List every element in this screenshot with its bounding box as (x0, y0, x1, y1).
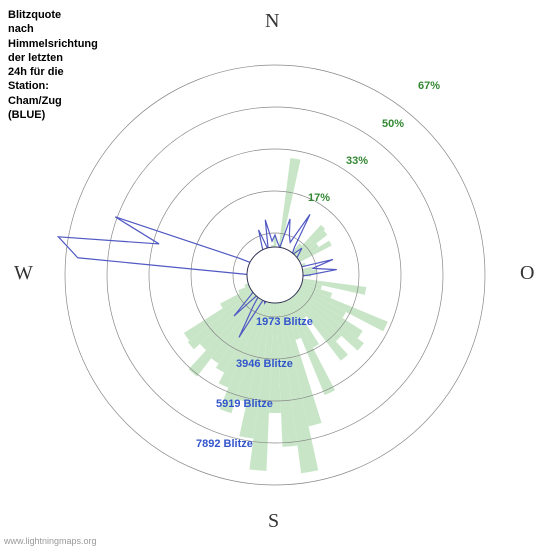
cardinal-label: S (268, 510, 279, 533)
center-hole (247, 247, 303, 303)
blitze-ring-label: 5919 Blitze (216, 398, 273, 410)
credit-text: www.lightningmaps.org (4, 536, 97, 546)
chart-title: Blitzquote nach Himmelsrichtung der letz… (8, 8, 98, 122)
percent-ring-label: 33% (346, 155, 368, 167)
blitze-ring-label: 1973 Blitze (256, 316, 313, 328)
percent-ring-label: 17% (308, 192, 330, 204)
percent-ring-label: 67% (418, 80, 440, 92)
cardinal-label: O (520, 262, 534, 285)
cardinal-label: N (265, 10, 279, 33)
blitze-ring-label: 7892 Blitze (196, 438, 253, 450)
blitze-ring-label: 3946 Blitze (236, 358, 293, 370)
cardinal-label: W (14, 262, 33, 285)
percent-ring-label: 50% (382, 118, 404, 130)
